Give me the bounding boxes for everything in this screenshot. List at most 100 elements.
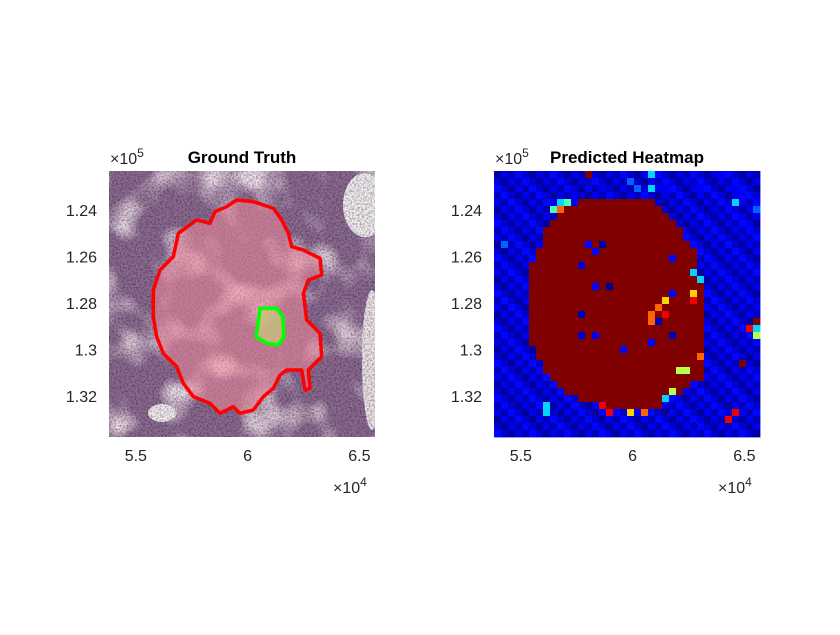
heatmap-cell bbox=[599, 360, 607, 368]
heatmap-cell bbox=[585, 185, 593, 193]
heatmap-cell bbox=[683, 255, 691, 263]
heatmap-cell bbox=[683, 360, 691, 368]
heatmap-cell bbox=[578, 178, 586, 186]
heatmap-cell bbox=[522, 339, 530, 347]
heatmap-cell bbox=[557, 185, 565, 193]
heatmap-cell bbox=[725, 255, 733, 263]
heatmap-cell bbox=[662, 269, 670, 277]
heatmap-cell bbox=[599, 220, 607, 228]
heatmap-cell bbox=[655, 241, 663, 249]
heatmap-cell bbox=[753, 402, 761, 410]
heatmap-cell bbox=[753, 248, 761, 256]
heatmap-cell bbox=[550, 276, 558, 284]
heatmap-cell bbox=[606, 346, 614, 354]
heatmap-cell bbox=[529, 185, 537, 193]
heatmap-cell bbox=[564, 423, 572, 431]
heatmap-cell bbox=[543, 248, 551, 256]
heatmap-cell bbox=[627, 416, 635, 424]
heatmap-cell bbox=[627, 353, 635, 361]
heatmap-cell bbox=[690, 248, 698, 256]
heatmap-cell bbox=[732, 339, 740, 347]
heatmap-cell bbox=[704, 220, 712, 228]
heatmap-cell bbox=[585, 311, 593, 319]
heatmap-cell bbox=[550, 325, 558, 333]
heatmap-cell bbox=[508, 185, 516, 193]
heatmap-cell bbox=[718, 374, 726, 382]
heatmap-cell bbox=[620, 269, 628, 277]
heatmap-cell bbox=[662, 213, 670, 221]
heatmap-cell bbox=[697, 325, 705, 333]
heatmap-cell bbox=[501, 248, 509, 256]
heatmap-cell bbox=[725, 367, 733, 375]
heatmap-cell bbox=[690, 206, 698, 214]
heatmap-cell bbox=[697, 192, 705, 200]
heatmap-cell bbox=[732, 374, 740, 382]
heatmap-cell bbox=[578, 283, 586, 291]
heatmap-cell bbox=[690, 290, 698, 298]
heatmap-cell bbox=[655, 374, 663, 382]
heatmap-cell bbox=[557, 220, 565, 228]
heatmap-cell bbox=[564, 360, 572, 368]
heatmap-cell bbox=[634, 311, 642, 319]
heatmap-cell bbox=[641, 255, 649, 263]
heatmap-cell bbox=[501, 360, 509, 368]
heatmap-cell bbox=[578, 402, 586, 410]
heatmap-cell bbox=[578, 430, 586, 438]
heatmap-cell bbox=[571, 248, 579, 256]
heatmap-cell bbox=[718, 213, 726, 221]
heatmap-cell bbox=[641, 409, 649, 417]
heatmap-cell bbox=[725, 416, 733, 424]
heatmap-cell bbox=[718, 360, 726, 368]
heatmap-cell bbox=[494, 248, 502, 256]
heatmap-cell bbox=[711, 353, 719, 361]
heatmap-cell bbox=[494, 423, 502, 431]
heatmap-cell bbox=[746, 430, 754, 438]
heatmap-cell bbox=[536, 269, 544, 277]
heatmap-cell bbox=[697, 220, 705, 228]
heatmap-cell bbox=[711, 220, 719, 228]
heatmap-cell bbox=[529, 269, 537, 277]
heatmap-cell bbox=[704, 227, 712, 235]
heatmap-cell bbox=[662, 346, 670, 354]
heatmap-cell bbox=[557, 332, 565, 340]
heatmap-cell bbox=[494, 276, 502, 284]
ground-truth-title: Ground Truth bbox=[188, 148, 297, 167]
heatmap-cell bbox=[683, 423, 691, 431]
heatmap-cell bbox=[648, 367, 656, 375]
heatmap-cell bbox=[704, 241, 712, 249]
heatmap-cell bbox=[725, 311, 733, 319]
heatmap-cell bbox=[508, 206, 516, 214]
heatmap-cell bbox=[732, 318, 740, 326]
heatmap-cell bbox=[606, 416, 614, 424]
heatmap-cell bbox=[648, 178, 656, 186]
heatmap-cell bbox=[606, 192, 614, 200]
heatmap-cell bbox=[508, 213, 516, 221]
heatmap-cell bbox=[543, 227, 551, 235]
heatmap-cell bbox=[571, 178, 579, 186]
heatmap-cell bbox=[606, 430, 614, 438]
heatmap-cell bbox=[690, 220, 698, 228]
heatmap-cell bbox=[557, 388, 565, 396]
heatmap-cell bbox=[536, 199, 544, 207]
heatmap-cell bbox=[620, 276, 628, 284]
heatmap-cell bbox=[613, 353, 621, 361]
heatmap-cell bbox=[669, 402, 677, 410]
heatmap-cell bbox=[662, 409, 670, 417]
heatmap-cell bbox=[578, 206, 586, 214]
heatmap-cell bbox=[494, 325, 502, 333]
heatmap-cell bbox=[508, 171, 516, 179]
heatmap-cell bbox=[669, 423, 677, 431]
heatmap-cell bbox=[711, 304, 719, 312]
heatmap-cell bbox=[501, 311, 509, 319]
heatmap-cell bbox=[634, 304, 642, 312]
heatmap-cell bbox=[669, 304, 677, 312]
heatmap-cell bbox=[662, 178, 670, 186]
heatmap-cell bbox=[543, 395, 551, 403]
heatmap-cell bbox=[501, 227, 509, 235]
heatmap-cell bbox=[669, 262, 677, 270]
heatmap-cell bbox=[753, 269, 761, 277]
heatmap-cell bbox=[739, 262, 747, 270]
heatmap-cell bbox=[655, 416, 663, 424]
heatmap-cell bbox=[746, 185, 754, 193]
heatmap-cell bbox=[690, 381, 698, 389]
